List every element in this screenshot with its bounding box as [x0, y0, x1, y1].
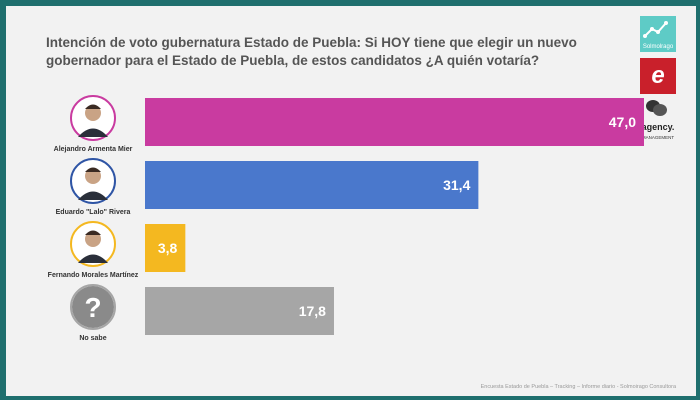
bar-value-label: 17,8: [299, 303, 326, 319]
candidate-label: Eduardo "Lalo" Rivera: [56, 209, 131, 216]
question-mark-icon: ?: [84, 292, 101, 323]
logo1-text: Solmolrago: [642, 44, 674, 50]
avatar-body: [78, 254, 108, 263]
trend-chart-icon: [643, 21, 668, 38]
candidate-label: No sabe: [79, 335, 106, 342]
bar-value-label: 47,0: [609, 114, 636, 130]
solmolrago-logo: Solmolrago: [640, 16, 676, 52]
avatar-body: [78, 191, 108, 200]
candidate-label: Fernando Morales Martínez: [48, 272, 139, 279]
question-icon: [72, 286, 114, 328]
bar: [145, 287, 334, 335]
logo-column: Solmolrago e agency. MANAGEMENT: [640, 16, 676, 146]
bar: [145, 98, 644, 146]
avatar-hair: [85, 104, 101, 109]
bar: [145, 224, 186, 272]
logo3-subtext: MANAGEMENT: [641, 135, 675, 140]
brand-e-icon: e: [640, 58, 676, 94]
logo3-text: agency.: [641, 122, 675, 132]
bar-chart: 47,0 Alejandro Armenta Mier 31,4 Eduardo "L…: [48, 95, 644, 342]
bar-value-label: 31,4: [443, 177, 470, 193]
avatar-hair: [85, 167, 101, 172]
avatar-body: [78, 128, 108, 137]
bar: [145, 161, 479, 209]
chat-bubble-icon: [653, 104, 667, 116]
chart-title: Intención de voto gubernatura Estado de …: [46, 35, 577, 68]
chart-frame: Intención de voto gubernatura Estado de …: [6, 6, 696, 396]
agency-logo: agency. MANAGEMENT: [640, 100, 676, 140]
candidate-label: Alejandro Armenta Mier: [54, 146, 133, 153]
avatar-hair: [85, 230, 101, 235]
bar-value-label: 3,8: [158, 240, 178, 256]
chart-footer: Encuesta Estado de Puebla – Tracking – I…: [480, 384, 676, 390]
